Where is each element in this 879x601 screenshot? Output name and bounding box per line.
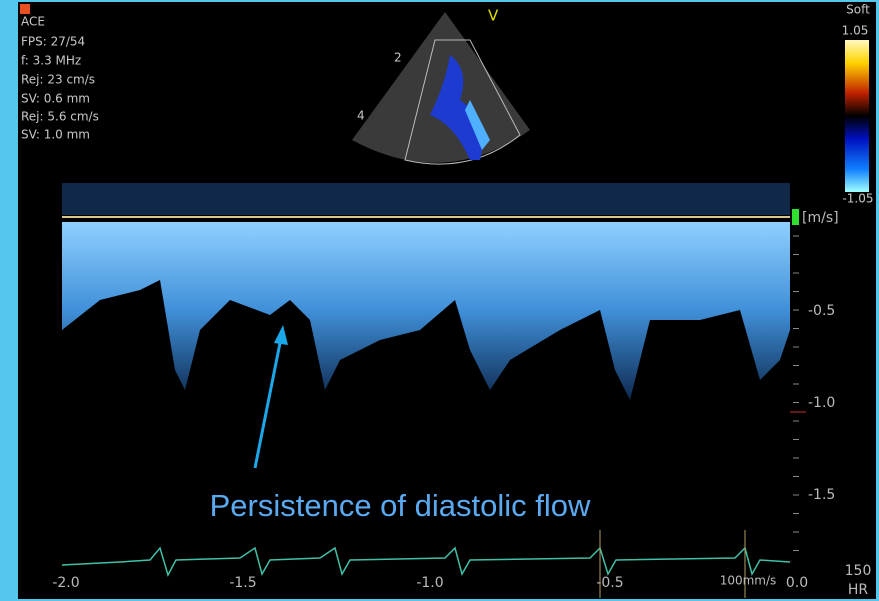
depth-mark: 4 <box>357 109 365 123</box>
color-bar-title: Soft <box>846 3 870 17</box>
time-tick: -0.5 <box>596 575 623 591</box>
heart-rate: 150 <box>845 563 872 579</box>
time-tick: 0.0 <box>786 575 808 591</box>
time-tick: -1.5 <box>229 575 256 591</box>
color-bar <box>845 40 869 192</box>
sector-label: V <box>488 7 499 25</box>
color-bar-min: -1.05 <box>842 192 873 206</box>
velocity-tick: -0.5 <box>808 303 835 319</box>
setting: FPS: 27/54 <box>21 35 85 49</box>
velocity-tick: -1.0 <box>808 395 835 411</box>
setting: SV: 0.6 mm <box>21 92 90 106</box>
ultrasound-screen: ACE FPS: 27/54 f: 3.3 MHz Rej: 23 cm/s S… <box>0 0 879 601</box>
setting: Rej: 5.6 cm/s <box>21 110 99 124</box>
setting: SV: 1.0 mm <box>21 128 90 142</box>
depth-mark: 2 <box>394 51 402 65</box>
setting: f: 3.3 MHz <box>21 54 81 68</box>
velocity-unit: [m/s] <box>802 210 839 226</box>
spectrum-noise <box>62 183 790 215</box>
color-bar-max: 1.05 <box>842 24 869 38</box>
annotation: Persistence of diastolic flow <box>210 488 591 523</box>
page: ACE FPS: 27/54 f: 3.3 MHz Rej: 23 cm/s S… <box>0 0 879 601</box>
baseline-marker <box>792 209 799 225</box>
logo-icon <box>20 4 30 14</box>
time-tick: -1.0 <box>416 575 443 591</box>
setting: Rej: 23 cm/s <box>21 73 95 87</box>
velocity-tick: -1.5 <box>808 487 835 503</box>
sweep-speed: 100mm/s <box>720 574 777 588</box>
heart-rate-label: HR <box>848 582 869 598</box>
logo-text: ACE <box>21 15 45 29</box>
time-tick: -2.0 <box>52 575 79 591</box>
